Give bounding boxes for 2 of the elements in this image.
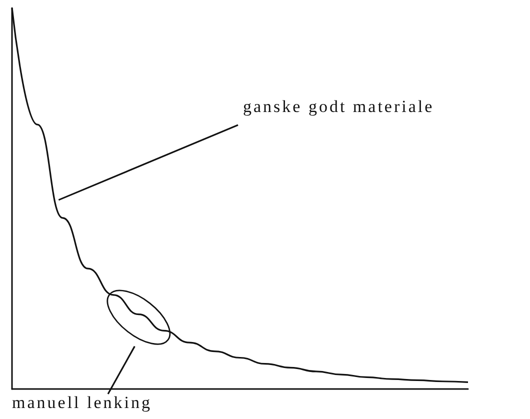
annotation: ganske godt materiale — [243, 97, 434, 117]
text: manuell lenking — [12, 393, 152, 413]
